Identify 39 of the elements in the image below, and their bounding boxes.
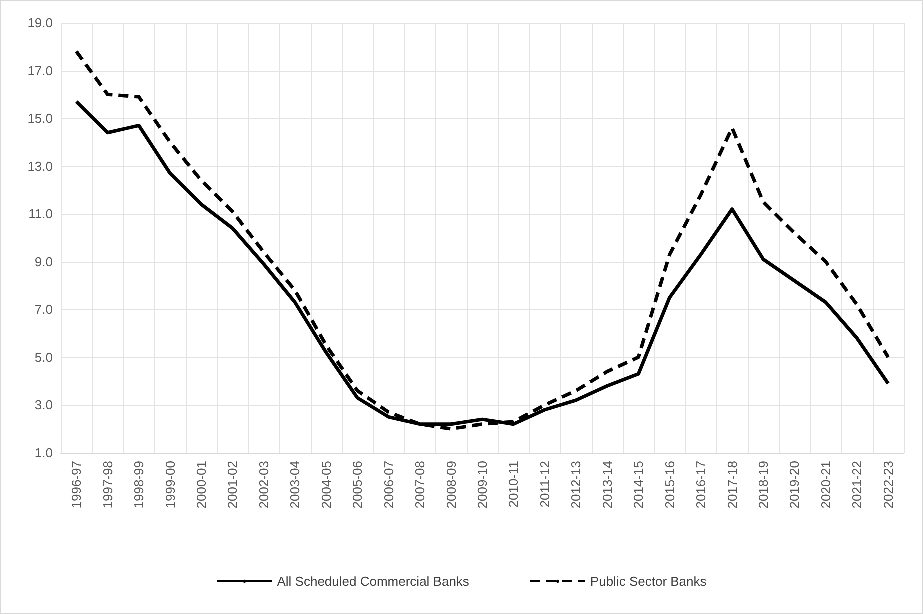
y-tick-label: 3.0: [34, 398, 53, 413]
y-tick-label: 17.0: [28, 63, 53, 78]
y-tick-label: 1.0: [34, 446, 53, 460]
x-tick-label: 2015-16: [662, 461, 678, 509]
x-tick-label: 2019-20: [787, 461, 802, 509]
y-tick-label: 19.0: [28, 16, 53, 30]
x-tick-label: 2000-01: [194, 461, 209, 509]
x-tick-label: 2005-06: [350, 461, 366, 509]
y-tick-label: 7.0: [34, 302, 53, 318]
y-tick-label: 5.0: [34, 350, 53, 365]
x-tick-label: 2018-19: [756, 461, 771, 509]
x-tick-label: 2013-14: [600, 461, 615, 509]
x-tick-label: 2004-05: [318, 461, 334, 509]
x-tick-label: 2001-02: [225, 461, 240, 509]
x-tick-label: 2007-08: [412, 461, 428, 509]
x-tick-label: 2020-21: [818, 461, 834, 509]
y-tick-label: 15.0: [28, 111, 53, 126]
y-tick-label: 9.0: [34, 254, 53, 270]
x-tick-label: 2010-11: [506, 461, 522, 508]
x-tick-label: 2008-09: [444, 461, 459, 509]
legend-label: Public Sector Banks: [590, 574, 708, 589]
y-tick-label: 13.0: [28, 158, 53, 174]
x-tick-label: 1999-00: [162, 461, 178, 509]
x-tick-label: 2009-10: [475, 461, 490, 509]
x-tick-label: 1998-99: [132, 461, 147, 509]
x-tick-label: 2011-12: [537, 461, 552, 508]
x-tick-label: 2021-22: [850, 461, 865, 509]
x-tick-label: 2002-03: [256, 461, 272, 509]
x-tick-label: 1997-98: [100, 461, 116, 509]
x-tick-label: 2022-23: [880, 461, 896, 509]
x-tick-label: 2017-18: [724, 461, 740, 509]
x-tick-label: 2016-17: [694, 461, 709, 509]
x-tick-label: 2014-15: [631, 461, 646, 509]
x-tick-label: 2012-13: [568, 461, 584, 509]
x-tick-label: 2003-04: [288, 461, 303, 509]
x-tick-label: 2006-07: [381, 461, 396, 509]
x-tick-label: 1996-97: [69, 461, 84, 509]
y-tick-label: 11.0: [28, 206, 53, 222]
legend-label: All Scheduled Commercial Banks: [277, 574, 470, 589]
